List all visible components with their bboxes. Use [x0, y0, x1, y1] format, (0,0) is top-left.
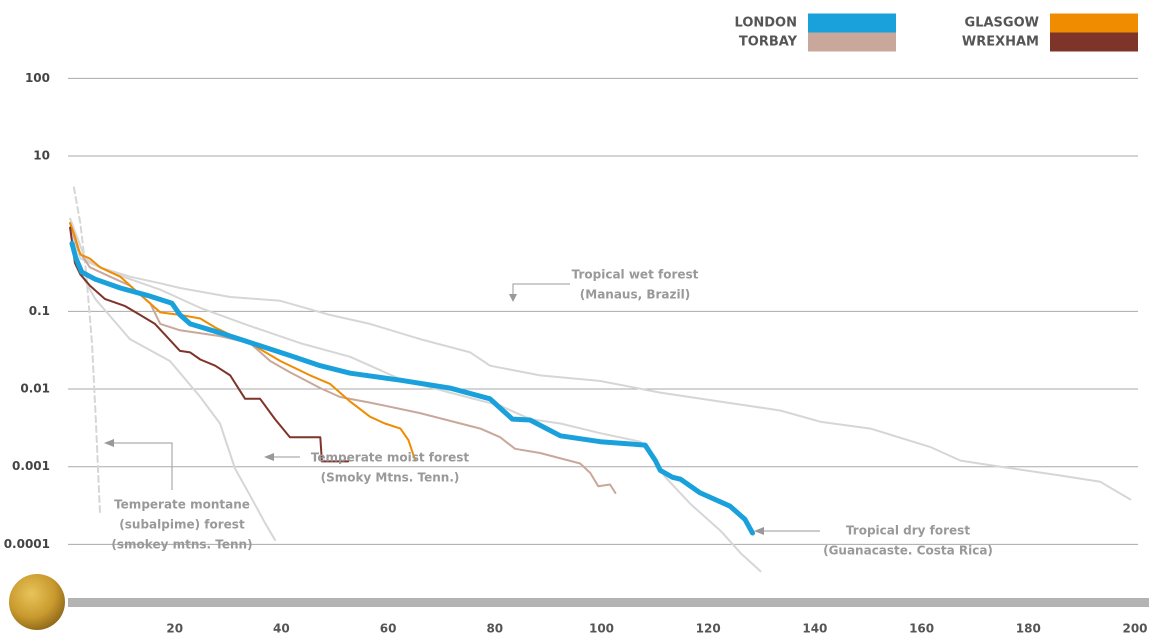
y-tick-label: 10	[33, 149, 50, 163]
annotation: (Guanacaste. Costa Rica)	[823, 544, 993, 558]
x-tick-label: 120	[696, 622, 721, 634]
x-tick-label: 80	[486, 622, 503, 634]
y-tick-label: 0.001	[12, 459, 50, 473]
annotation: Tropical dry forest	[846, 524, 970, 538]
legend-label: GLASGOW	[965, 16, 1039, 31]
annotation: (Manaus, Brazil)	[580, 288, 690, 302]
legend-swatch	[1050, 13, 1138, 33]
series-line	[69, 226, 350, 463]
annotation: (smokey mtns. Tenn)	[111, 538, 252, 552]
legend-swatch	[808, 13, 896, 33]
annotation: Temperate montane	[114, 498, 250, 512]
x-axis-bar	[68, 598, 1149, 607]
x-tick-label: 40	[273, 622, 290, 634]
x-tick-label: 200	[1122, 622, 1147, 634]
x-tick-label: 180	[1016, 622, 1041, 634]
annotation: (Smoky Mtns. Tenn.)	[321, 471, 460, 485]
annotation: Tropical wet forest	[572, 268, 699, 282]
annotation: (subalpime) forest	[119, 518, 245, 532]
y-tick-label: 0.01	[20, 382, 50, 396]
legend-swatch	[808, 32, 896, 52]
reference-line	[69, 222, 1132, 501]
reference-line	[69, 217, 762, 573]
reference-line	[69, 226, 276, 541]
legend-label: WREXHAM	[962, 35, 1039, 50]
reference-line	[72, 186, 101, 515]
x-tick-label: 100	[589, 622, 614, 634]
axis-icon	[9, 574, 65, 630]
x-tick-label: 160	[909, 622, 934, 634]
legend-swatch	[1050, 32, 1138, 52]
legend-label: TORBAY	[739, 35, 798, 50]
series-line	[69, 240, 755, 536]
x-tick-label: 140	[802, 622, 827, 634]
y-tick-label: 0.0001	[4, 537, 50, 551]
y-tick-label: 100	[25, 71, 50, 85]
y-tick-label: 0.1	[29, 304, 50, 318]
annotation-arrows	[104, 283, 820, 535]
x-tick-label: 20	[166, 622, 183, 634]
x-tick-label: 60	[380, 622, 397, 634]
annotation: Temperate moist forest	[311, 451, 470, 465]
legend-label: LONDON	[735, 16, 797, 31]
